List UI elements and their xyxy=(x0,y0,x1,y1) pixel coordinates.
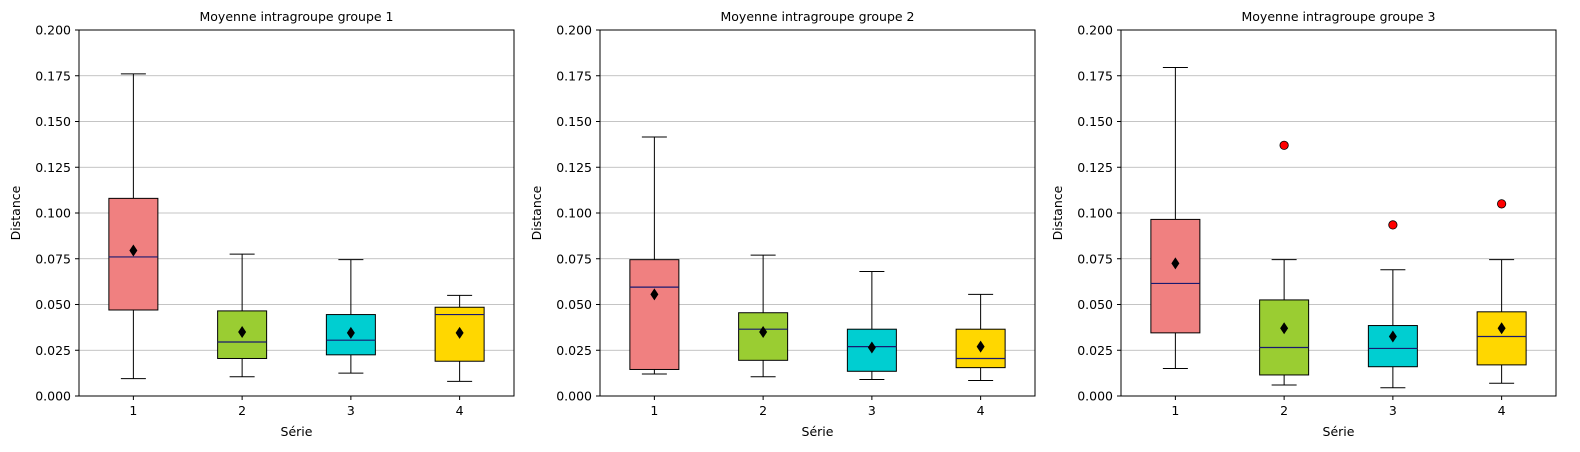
subplot-2: Moyenne intragroupe groupe 2 0.0000.0250… xyxy=(529,9,1036,439)
y-tick-label: 0.025 xyxy=(556,343,592,358)
x-tick-label: 4 xyxy=(1498,403,1506,418)
y-axis-label: Distance xyxy=(8,185,23,240)
subplot-1: Moyenne intragroupe groupe 1 0.0000.0250… xyxy=(8,9,515,439)
y-tick-label: 0.100 xyxy=(556,206,592,221)
y-tick-label: 0.025 xyxy=(35,343,71,358)
chart-title: Moyenne intragroupe groupe 3 xyxy=(1241,9,1435,24)
box-group xyxy=(1150,67,1527,389)
box xyxy=(1150,218,1201,334)
x-tick-label: 1 xyxy=(1171,403,1179,418)
outlier-point xyxy=(1497,199,1507,209)
y-tick-label: 0.075 xyxy=(556,251,592,266)
x-tick-label: 2 xyxy=(238,403,246,418)
mean-marker xyxy=(1388,330,1397,343)
y-tick-label: 0.000 xyxy=(1077,389,1113,404)
y-tick-label: 0.200 xyxy=(35,23,71,38)
axis-ticks: 0.000 0.025 0.050 0.075 0.100 0.125 0.150 0.175… xyxy=(35,23,463,419)
y-tick-label: 0.125 xyxy=(1077,160,1113,175)
y-tick-label: 0.200 xyxy=(556,23,592,38)
mean-marker xyxy=(976,340,985,353)
y-tick-label: 0.175 xyxy=(35,68,71,83)
y-tick-label: 0.000 xyxy=(35,389,71,404)
mean-marker xyxy=(759,325,768,338)
box-group xyxy=(108,73,485,382)
x-tick-label: 3 xyxy=(347,403,355,418)
chart-title: Moyenne intragroupe groupe 2 xyxy=(720,9,914,24)
x-tick-label: 4 xyxy=(977,403,985,418)
y-tick-label: 0.175 xyxy=(556,68,592,83)
box xyxy=(1476,311,1527,366)
outlier-point xyxy=(1388,220,1398,230)
x-tick-label: 2 xyxy=(759,403,767,418)
plot-area-frame xyxy=(78,29,515,397)
y-tick-label: 0.050 xyxy=(556,297,592,312)
mean-marker xyxy=(1171,257,1180,270)
x-axis-label: Série xyxy=(1323,424,1355,439)
axis-ticks: 0.000 0.025 0.050 0.075 0.100 0.125 0.150 0.175… xyxy=(1077,23,1505,419)
mean-marker xyxy=(129,244,138,257)
x-tick-label: 3 xyxy=(868,403,876,418)
x-tick-label: 1 xyxy=(650,403,658,418)
y-tick-label: 0.100 xyxy=(1077,206,1113,221)
box xyxy=(1259,299,1310,376)
y-tick-label: 0.150 xyxy=(556,114,592,129)
axis-ticks: 0.000 0.025 0.050 0.075 0.100 0.125 0.150 0.175… xyxy=(556,23,984,419)
plot-area-frame xyxy=(1120,29,1557,397)
box-group xyxy=(629,136,1006,381)
y-tick-label: 0.125 xyxy=(556,160,592,175)
mean-marker xyxy=(867,341,876,354)
y-tick-label: 0.075 xyxy=(1077,251,1113,266)
outlier-point xyxy=(1279,140,1289,150)
y-tick-label: 0.000 xyxy=(556,389,592,404)
mean-marker xyxy=(1280,322,1289,335)
y-tick-label: 0.050 xyxy=(1077,297,1113,312)
x-tick-label: 3 xyxy=(1389,403,1397,418)
plot-area-frame xyxy=(599,29,1036,397)
y-tick-label: 0.050 xyxy=(35,297,71,312)
chart-title: Moyenne intragroupe groupe 1 xyxy=(199,9,393,24)
y-tick-label: 0.100 xyxy=(35,206,71,221)
mean-marker xyxy=(650,288,659,301)
mean-marker xyxy=(346,326,355,339)
y-axis-label: Distance xyxy=(529,185,544,240)
y-tick-label: 0.150 xyxy=(1077,114,1113,129)
subplot-3: Moyenne intragroupe groupe 3 0.0000.0250… xyxy=(1050,9,1557,439)
mean-marker xyxy=(455,326,464,339)
x-tick-label: 4 xyxy=(456,403,464,418)
x-axis-label: Série xyxy=(802,424,834,439)
y-tick-label: 0.150 xyxy=(35,114,71,129)
y-tick-label: 0.175 xyxy=(1077,68,1113,83)
mean-marker xyxy=(1497,322,1506,335)
x-axis-label: Série xyxy=(281,424,313,439)
x-tick-label: 1 xyxy=(129,403,137,418)
y-tick-label: 0.075 xyxy=(35,251,71,266)
y-tick-label: 0.025 xyxy=(1077,343,1113,358)
y-axis-label: Distance xyxy=(1050,185,1065,240)
y-tick-label: 0.200 xyxy=(1077,23,1113,38)
x-tick-label: 2 xyxy=(1280,403,1288,418)
mean-marker xyxy=(238,325,247,338)
box xyxy=(629,259,680,370)
y-tick-label: 0.125 xyxy=(35,160,71,175)
